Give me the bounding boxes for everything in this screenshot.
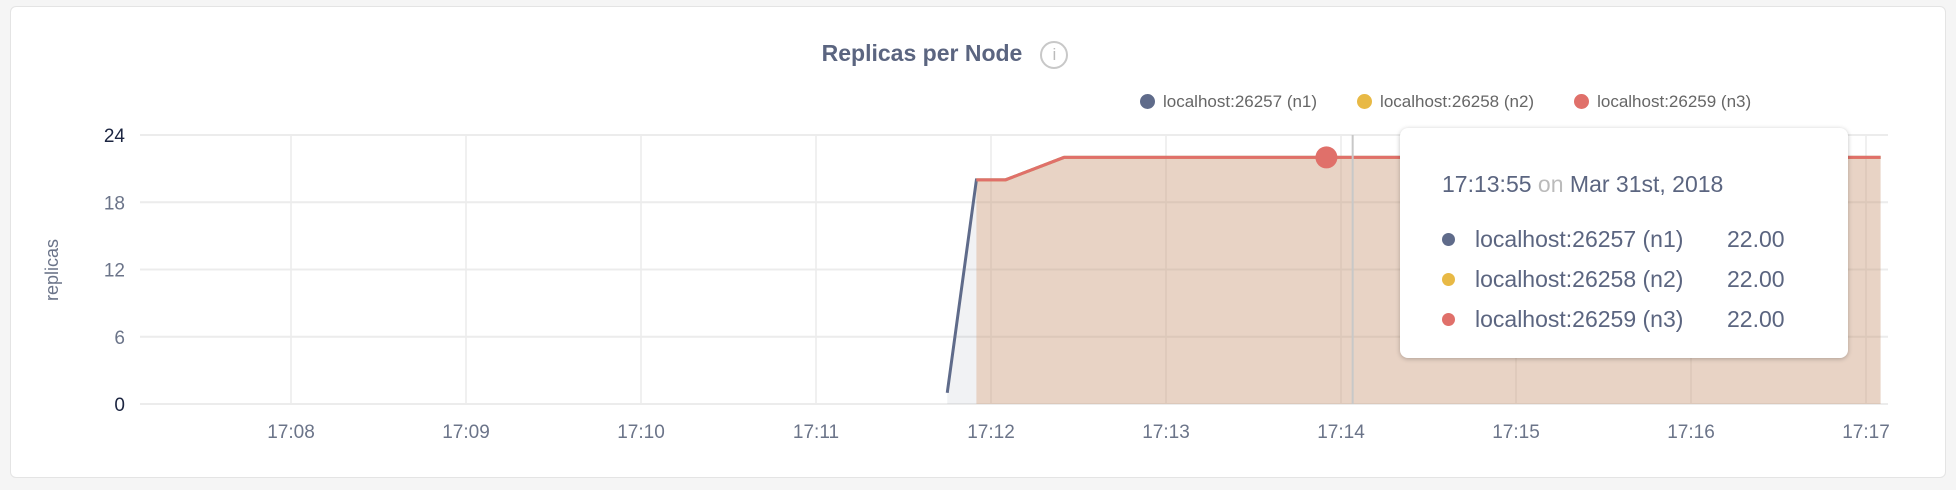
y-tick-label: 12	[104, 261, 125, 282]
legend-dot-icon	[1140, 94, 1155, 109]
y-axis-label: replicas	[42, 239, 62, 301]
x-tick-label: 17:11	[793, 422, 839, 443]
info-icon[interactable]: i	[1040, 40, 1069, 69]
legend-dot-icon	[1574, 94, 1590, 109]
tooltip-row: localhost:26257 (n1) 22.00	[1442, 226, 1785, 253]
tooltip: 17:13:55 on Mar 31st, 2018 localhost:262…	[1400, 128, 1848, 358]
tooltip-time: 17:13:55 on Mar 31st, 2018	[1442, 171, 1724, 197]
legend-item[interactable]: localhost:26259 (n3)	[1574, 92, 1751, 112]
tooltip-row: localhost:26259 (n3) 22.00	[1442, 306, 1785, 333]
chart-title: Replicas per Node i	[0, 40, 1890, 69]
legend-item[interactable]: localhost:26258 (n2)	[1357, 92, 1534, 112]
x-tick-label: 17:10	[617, 422, 665, 443]
x-tick-label: 17:17	[1842, 422, 1890, 443]
y-tick-label: 0	[114, 395, 125, 416]
x-tick-label: 17:14	[1317, 422, 1365, 443]
series-dot-icon	[1442, 273, 1455, 286]
x-tick-label: 17:16	[1667, 422, 1715, 443]
series-dot-icon	[1442, 233, 1455, 246]
legend: localhost:26257 (n1) localhost:26258 (n2…	[1140, 92, 1751, 112]
x-tick-label: 17:13	[1142, 422, 1190, 443]
x-tick-label: 17:12	[967, 422, 1015, 443]
tooltip-row: localhost:26258 (n2) 22.00	[1442, 266, 1785, 293]
legend-dot-icon	[1357, 94, 1373, 109]
legend-item[interactable]: localhost:26257 (n1)	[1140, 92, 1317, 112]
x-tick-label: 17:15	[1492, 422, 1540, 443]
hover-point	[1315, 146, 1338, 169]
y-tick-label: 18	[104, 193, 125, 214]
x-tick-label: 17:08	[267, 422, 315, 443]
y-tick-label: 6	[114, 328, 125, 349]
x-tick-label: 17:09	[442, 422, 490, 443]
y-tick-label: 24	[104, 126, 126, 147]
series-dot-icon	[1442, 313, 1455, 326]
